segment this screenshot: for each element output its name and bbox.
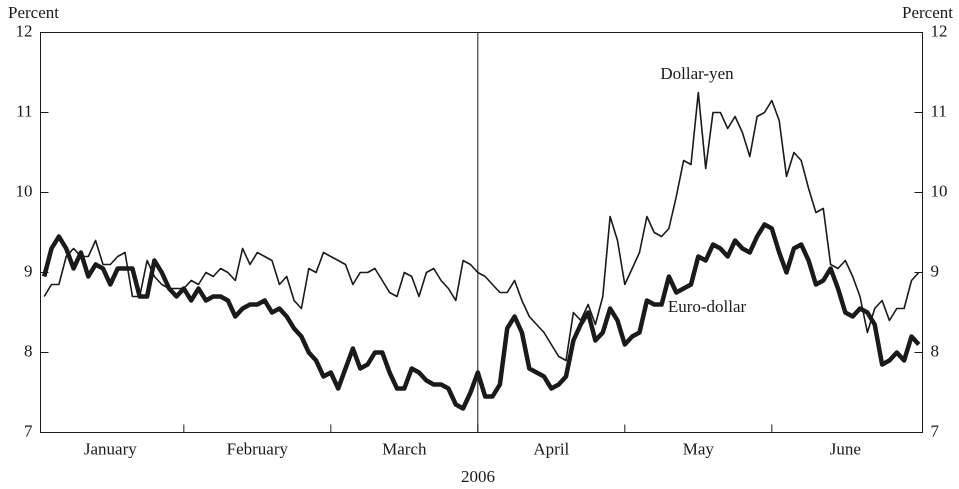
y-tick-label: 8 bbox=[24, 341, 33, 360]
y-tick-label: 7 bbox=[24, 421, 33, 440]
y2-tick-label: 11 bbox=[931, 101, 947, 120]
x-tick-label: April bbox=[533, 439, 569, 458]
y-axis-label: Percent bbox=[8, 3, 59, 22]
y2-tick-label: 7 bbox=[931, 421, 940, 440]
y-tick-label: 10 bbox=[16, 181, 33, 200]
annotation: Dollar-yen bbox=[660, 64, 734, 83]
y2-axis-label: Percent bbox=[902, 3, 953, 22]
y2-tick-label: 9 bbox=[931, 261, 940, 280]
line-series bbox=[43, 91, 920, 362]
x-axis-label: 2006 bbox=[461, 467, 495, 486]
y-tick-label: 12 bbox=[16, 21, 33, 40]
annotation: Euro-dollar bbox=[668, 297, 747, 316]
y2-tick-label: 12 bbox=[931, 21, 948, 40]
x-tick-label: June bbox=[830, 439, 861, 458]
y-tick-label: 11 bbox=[16, 101, 32, 120]
plot-frame bbox=[40, 32, 923, 433]
x-tick-label: March bbox=[382, 439, 427, 458]
y-tick-label: 9 bbox=[24, 261, 33, 280]
line-series bbox=[42, 222, 921, 411]
y2-tick-label: 10 bbox=[931, 181, 948, 200]
y2-tick-label: 8 bbox=[931, 341, 940, 360]
x-tick-label: May bbox=[683, 439, 715, 458]
x-tick-label: January bbox=[84, 439, 137, 458]
x-tick-label: February bbox=[227, 439, 289, 458]
